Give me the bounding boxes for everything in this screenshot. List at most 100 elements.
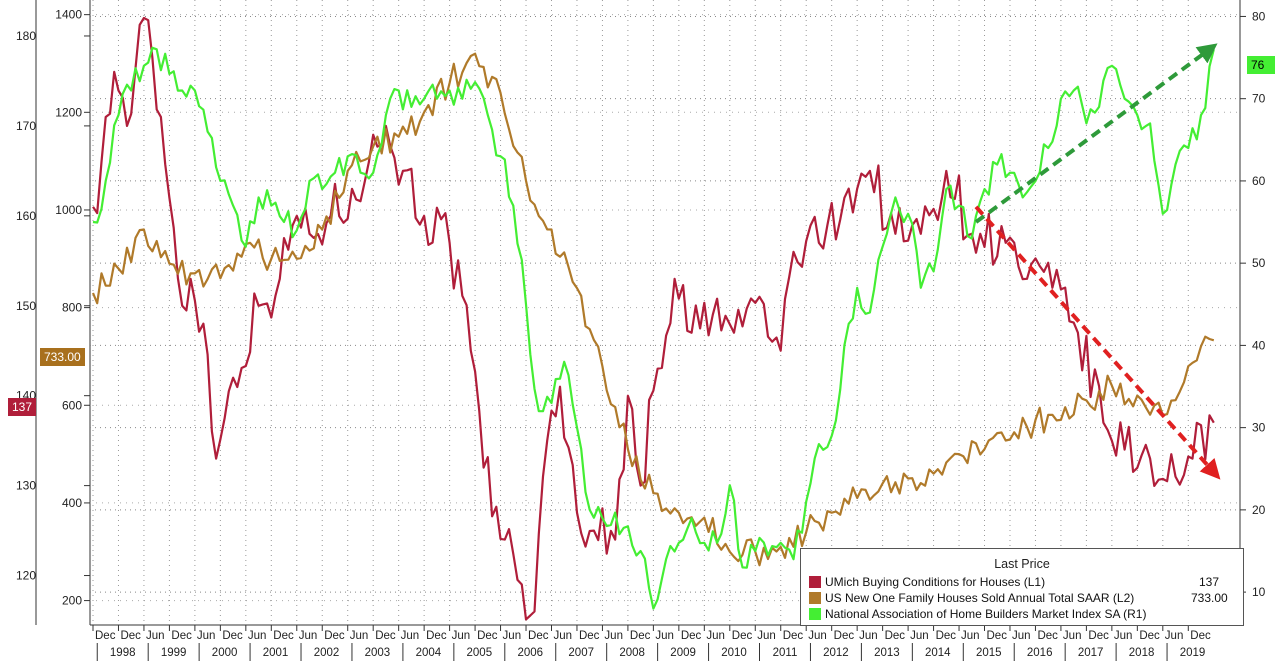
x-tick-label-month: Jun: [706, 630, 725, 642]
l2-tick-label: 800: [62, 301, 82, 315]
l1-tick-label: 170: [16, 119, 36, 133]
legend: Last Price UMich Buying Conditions for H…: [800, 548, 1244, 626]
x-tick-label-month: Jun: [503, 630, 522, 642]
trend-arrow: [974, 43, 1218, 224]
x-tick-label-year: 2001: [263, 647, 289, 659]
x-tick-label-month: Dec: [477, 630, 498, 642]
l2-tick-label: 200: [62, 594, 82, 608]
x-tick-label-month: Jun: [910, 630, 929, 642]
l1-tick-label: 150: [16, 299, 36, 313]
x-tick-label-month: Dec: [1088, 630, 1109, 642]
x-tick-label-month: Jun: [1012, 630, 1031, 642]
x-tick-label-month: Dec: [783, 630, 804, 642]
x-tick-label-year: 2017: [1078, 647, 1104, 659]
x-tick-label-month: Dec: [1190, 630, 1211, 642]
l2-tick-label: 1000: [55, 203, 82, 217]
x-tick-label-year: 2010: [721, 647, 747, 659]
x-tick-label-month: Dec: [579, 630, 600, 642]
x-tick-label-month: Dec: [222, 630, 243, 642]
x-tick-label-year: 2016: [1027, 647, 1053, 659]
legend-label-umich: UMich Buying Conditions for Houses (L1): [825, 575, 1046, 589]
x-tick-label-month: Dec: [681, 630, 702, 642]
legend-label-nahb: National Association of Home Builders Ma…: [825, 607, 1147, 621]
x-tick-label-month: Jun: [1165, 630, 1184, 642]
l1-last-price-badge: 137: [8, 398, 37, 416]
x-tick-label-month: Jun: [961, 630, 980, 642]
r1-last-price-badge: 76: [1247, 56, 1275, 74]
right-axis-r1: 10 20 30 40 50 60 70 80: [1240, 9, 1266, 599]
x-tick-label-month: Dec: [120, 630, 141, 642]
series-lines: [91, 16, 1215, 621]
x-tick-label-year: 1998: [110, 647, 136, 659]
x-tick-label-month: Dec: [273, 630, 294, 642]
x-tick-label-year: 2009: [670, 647, 696, 659]
legend-label-new-homes: US New One Family Houses Sold Annual Tot…: [825, 591, 1135, 605]
x-tick-label-year: 1999: [161, 647, 187, 659]
x-tick-label-month: Jun: [808, 630, 827, 642]
r1-tick-label: 50: [1252, 256, 1266, 270]
x-tick-label-year: 2004: [416, 647, 442, 659]
x-tick-label-year: 2008: [619, 647, 645, 659]
series-line: [92, 16, 1215, 621]
x-tick-label-year: 2019: [1180, 647, 1206, 659]
x-tick-label-month: Dec: [885, 630, 906, 642]
x-tick-label-month: Dec: [732, 630, 753, 642]
x-tick-label-year: 2014: [925, 647, 951, 659]
legend-swatch-nahb: [809, 608, 821, 620]
x-tick-label-month: Dec: [987, 630, 1008, 642]
x-tick-label-year: 2003: [365, 647, 391, 659]
x-tick-label-month: Jun: [604, 630, 623, 642]
x-tick-label-month: Jun: [401, 630, 420, 642]
left-axis-l2: 200 400 600 800 1000 1200 1400: [55, 8, 90, 608]
series-line: [91, 52, 1215, 567]
x-tick-label-month: Jun: [655, 630, 674, 642]
x-tick-label-year: 2018: [1129, 647, 1155, 659]
x-tick-label-month: Dec: [95, 630, 116, 642]
x-tick-label-year: 2000: [212, 647, 238, 659]
x-tick-label-month: Jun: [1114, 630, 1133, 642]
x-tick-label-month: Dec: [1139, 630, 1160, 642]
x-tick-label-year: 2005: [467, 647, 493, 659]
x-tick-label-month: Dec: [426, 630, 447, 642]
x-tick-label-year: 2011: [773, 647, 798, 659]
legend-title: Last Price: [994, 557, 1050, 571]
r1-tick-label: 60: [1252, 174, 1266, 188]
l2-last-price-badge: 733.00: [40, 348, 85, 366]
legend-swatch-new-homes: [809, 592, 821, 604]
x-tick-label-year: 2007: [568, 647, 594, 659]
x-tick-label-month: Jun: [1063, 630, 1082, 642]
x-tick-label-month: Dec: [375, 630, 396, 642]
r1-tick-label: 80: [1252, 9, 1266, 23]
x-tick-label-month: Dec: [1037, 630, 1058, 642]
r1-tick-label: 70: [1252, 92, 1266, 106]
l2-tick-label: 600: [62, 398, 82, 412]
x-tick-label-month: Jun: [757, 630, 776, 642]
x-tick-label-month: Jun: [859, 630, 878, 642]
legend-value-new-homes: 733.00: [1191, 591, 1228, 605]
x-tick-label-month: Dec: [528, 630, 549, 642]
x-tick-label-month: Dec: [171, 630, 192, 642]
r1-tick-label: 20: [1252, 503, 1266, 517]
legend-value-umich: 137: [1199, 575, 1220, 589]
legend-row-nahb: National Association of Home Builders Ma…: [809, 607, 1146, 621]
x-tick-label-year: 2006: [517, 647, 543, 659]
l1-tick-label: 120: [16, 569, 36, 583]
legend-row-new-homes: US New One Family Houses Sold Annual Tot…: [809, 591, 1134, 605]
x-tick-label-year: 2013: [874, 647, 900, 659]
trend-arrow: [974, 205, 1221, 480]
x-tick-label-month: Dec: [834, 630, 855, 642]
r1-tick-label: 10: [1252, 585, 1266, 599]
l2-tick-label: 400: [62, 496, 82, 510]
legend-swatch-umich: [809, 576, 821, 588]
x-tick-label-month: Dec: [324, 630, 345, 642]
x-tick-label-month: Dec: [936, 630, 957, 642]
r1-tick-label: 30: [1252, 421, 1266, 435]
series-line: [92, 46, 1215, 610]
x-tick-label-year: 2015: [976, 647, 1002, 659]
r1-tick-label: 40: [1252, 338, 1266, 352]
x-tick-label-month: Jun: [197, 630, 216, 642]
x-tick-label-month: Jun: [350, 630, 369, 642]
x-tick-label-month: Jun: [553, 630, 572, 642]
